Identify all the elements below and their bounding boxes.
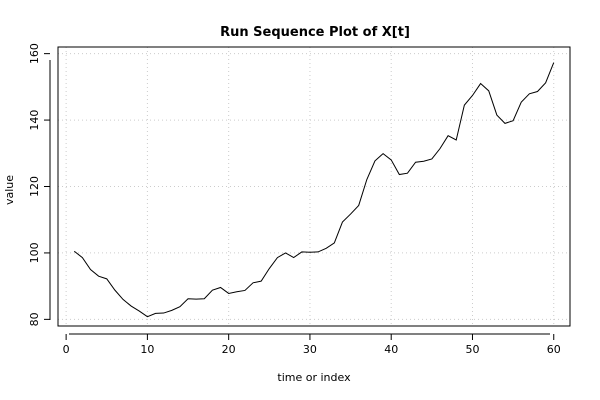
- series: [73, 62, 555, 318]
- x-tick-label-40: 40: [384, 343, 398, 356]
- y-axis-label: value: [3, 175, 16, 205]
- x-tick-label-0: 0: [63, 343, 70, 356]
- x-tick-label-60: 60: [547, 343, 561, 356]
- x-tick-label-30: 30: [303, 343, 317, 356]
- x-tick-label-10: 10: [140, 343, 154, 356]
- y-tick-label-140: 140: [28, 110, 41, 131]
- x-axis-label: time or index: [277, 371, 351, 384]
- y-tick-label-80: 80: [28, 312, 41, 326]
- grid: [58, 47, 570, 326]
- chart-title: Run Sequence Plot of X[t]: [220, 25, 410, 40]
- x-tick-label-50: 50: [465, 343, 479, 356]
- y-axis: 80 100 120 140 160: [28, 43, 51, 326]
- series-line: [73, 62, 555, 318]
- x-axis: 0 10 20 30 40 50 60: [63, 333, 561, 356]
- plot-frame: [57, 46, 571, 327]
- y-tick-label-100: 100: [28, 242, 41, 263]
- y-tick-label-160: 160: [28, 43, 41, 64]
- y-tick-label-120: 120: [28, 176, 41, 197]
- x-tick-label-20: 20: [222, 343, 236, 356]
